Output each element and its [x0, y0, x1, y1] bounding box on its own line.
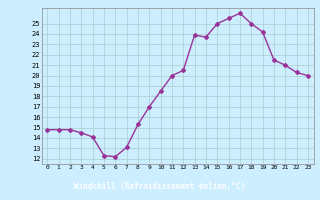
Text: Windchill (Refroidissement éolien,°C): Windchill (Refroidissement éolien,°C): [75, 182, 245, 192]
